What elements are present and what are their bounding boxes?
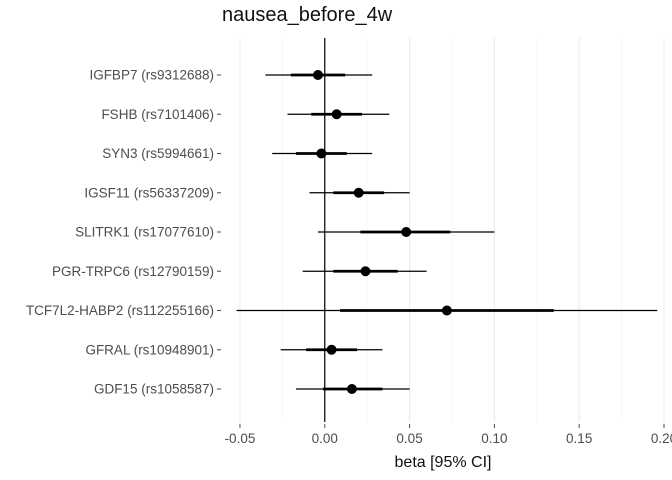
point-estimate	[312, 70, 323, 80]
y-tick-label: PGR-TRPC6 (rs12790159)	[52, 264, 214, 279]
x-axis: -0.05 0.00 0.05 0.10 0.15 0.20	[225, 424, 672, 446]
x-tick-label: 0.15	[566, 431, 592, 446]
y-tick-label: TCF7L2-HABP2 (rs112255166)	[26, 303, 214, 318]
point-estimate	[346, 384, 357, 394]
x-tick-label: 0.00	[312, 431, 338, 446]
y-tick-label: IGFBP7 (rs9312688)	[89, 68, 214, 83]
y-tick-label: SYN3 (rs5994661)	[102, 146, 214, 161]
point-estimate	[441, 305, 452, 316]
y-tick-label: SLITRK1 (rs17077610)	[75, 225, 214, 240]
y-tick-label: GFRAL (rs10948901)	[85, 342, 214, 357]
chart-title: nausea_before_4w	[222, 4, 393, 26]
x-tick-label: 0.10	[481, 431, 507, 446]
point-estimate	[360, 266, 371, 277]
y-tick-label: FSHB (rs7101406)	[101, 107, 214, 122]
x-tick-label: 0.20	[651, 431, 672, 446]
x-tick-label: -0.05	[225, 431, 256, 446]
y-tick-label: IGSF11 (rs56337209)	[84, 185, 214, 200]
point-estimate	[353, 187, 364, 198]
x-axis-title: beta [95% CI]	[395, 454, 492, 471]
y-tick-label: GDF15 (rs1058587)	[94, 382, 214, 397]
point-estimate	[316, 148, 327, 159]
point-estimate	[401, 227, 412, 237]
point-estimate	[331, 109, 342, 120]
grid-layer	[239, 38, 665, 422]
point-estimate	[326, 344, 337, 355]
y-axis: IGFBP7 (rs9312688) FSHB (rs7101406) SYN3 (…	[26, 68, 221, 397]
ci-layer	[236, 73, 658, 391]
x-tick-label: 0.05	[396, 431, 422, 446]
points-layer	[312, 70, 452, 394]
